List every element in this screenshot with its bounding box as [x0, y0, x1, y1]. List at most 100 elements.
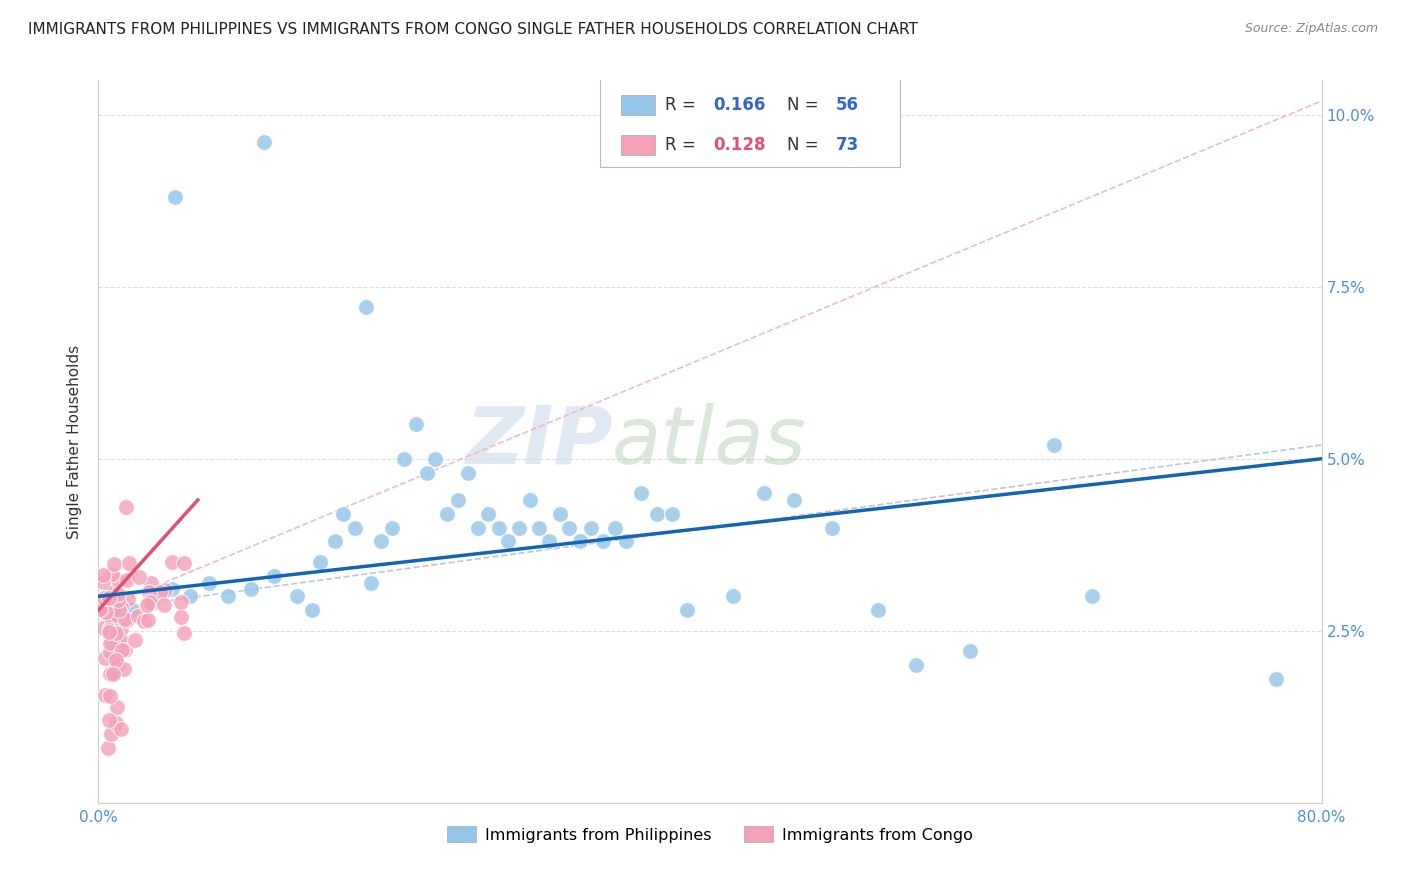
Point [114, 642, 136, 657]
Point [676, 603, 699, 617]
Text: N =: N = [787, 136, 824, 154]
Point [344, 520, 367, 534]
Point [783, 493, 806, 508]
Point [107, 587, 129, 601]
Point [98, 624, 121, 638]
Point [110, 722, 132, 736]
Point [488, 520, 510, 534]
Point [173, 557, 195, 571]
Text: 0.128: 0.128 [714, 136, 766, 154]
Point [447, 493, 470, 508]
Point [149, 584, 172, 599]
Point [496, 534, 519, 549]
Point [569, 534, 592, 549]
Point [98, 666, 121, 681]
Point [139, 576, 162, 591]
Point [101, 635, 124, 649]
Point [821, 520, 844, 534]
Point [519, 493, 541, 508]
Point [103, 557, 125, 571]
Point [93, 575, 115, 590]
Point [141, 596, 163, 610]
Point [508, 520, 530, 534]
Point [100, 585, 122, 599]
Point [98, 690, 121, 704]
Point [105, 626, 128, 640]
Legend: Immigrants from Philippines, Immigrants from Congo: Immigrants from Philippines, Immigrants … [440, 820, 980, 849]
Point [252, 135, 274, 149]
Point [360, 575, 382, 590]
Point [98, 591, 121, 605]
Point [101, 592, 124, 607]
Point [155, 582, 177, 597]
Point [94, 688, 117, 702]
Point [107, 593, 129, 607]
Point [630, 486, 652, 500]
Point [436, 507, 458, 521]
Point [110, 623, 132, 637]
Point [153, 598, 176, 612]
Text: R =: R = [665, 96, 700, 114]
Point [105, 699, 128, 714]
FancyBboxPatch shape [600, 77, 900, 167]
Point [614, 534, 637, 549]
Point [370, 534, 392, 549]
Point [105, 653, 128, 667]
Bar [620, 95, 655, 115]
Point [132, 614, 155, 628]
Point [138, 585, 160, 599]
Point [527, 520, 550, 534]
Text: Source: ZipAtlas.com: Source: ZipAtlas.com [1244, 22, 1378, 36]
Point [868, 603, 890, 617]
Point [197, 575, 219, 590]
Point [163, 190, 186, 204]
Point [332, 507, 354, 521]
Point [98, 713, 121, 727]
Point [423, 451, 446, 466]
Point [98, 636, 121, 650]
Point [103, 626, 125, 640]
Point [104, 715, 127, 730]
Point [107, 608, 129, 623]
Point [301, 603, 323, 617]
Point [548, 507, 571, 521]
Point [114, 612, 136, 626]
Point [416, 466, 439, 480]
Point [752, 486, 775, 500]
Point [111, 643, 134, 657]
Point [128, 570, 150, 584]
Point [905, 658, 928, 673]
Point [661, 507, 683, 521]
Point [558, 520, 581, 534]
Point [124, 632, 146, 647]
Point [138, 595, 160, 609]
Point [108, 639, 131, 653]
Bar [620, 135, 655, 155]
Point [91, 568, 114, 582]
Point [127, 608, 149, 623]
Text: N =: N = [787, 96, 824, 114]
Point [217, 590, 239, 604]
Point [959, 644, 981, 658]
Point [110, 634, 132, 648]
Point [101, 567, 124, 582]
Text: atlas: atlas [612, 402, 807, 481]
Point [115, 500, 138, 514]
Point [98, 587, 121, 601]
Point [457, 466, 479, 480]
Point [1081, 590, 1104, 604]
Text: ZIP: ZIP [465, 402, 612, 481]
Point [96, 607, 118, 622]
Point [1264, 672, 1286, 686]
Point [100, 645, 122, 659]
Point [179, 590, 201, 604]
Point [97, 625, 120, 640]
Point [115, 574, 138, 588]
Point [97, 740, 120, 755]
Point [477, 507, 499, 521]
Point [93, 591, 115, 605]
Point [354, 301, 377, 315]
Y-axis label: Single Father Households: Single Father Households [67, 344, 83, 539]
Point [467, 520, 489, 534]
Point [104, 609, 127, 624]
